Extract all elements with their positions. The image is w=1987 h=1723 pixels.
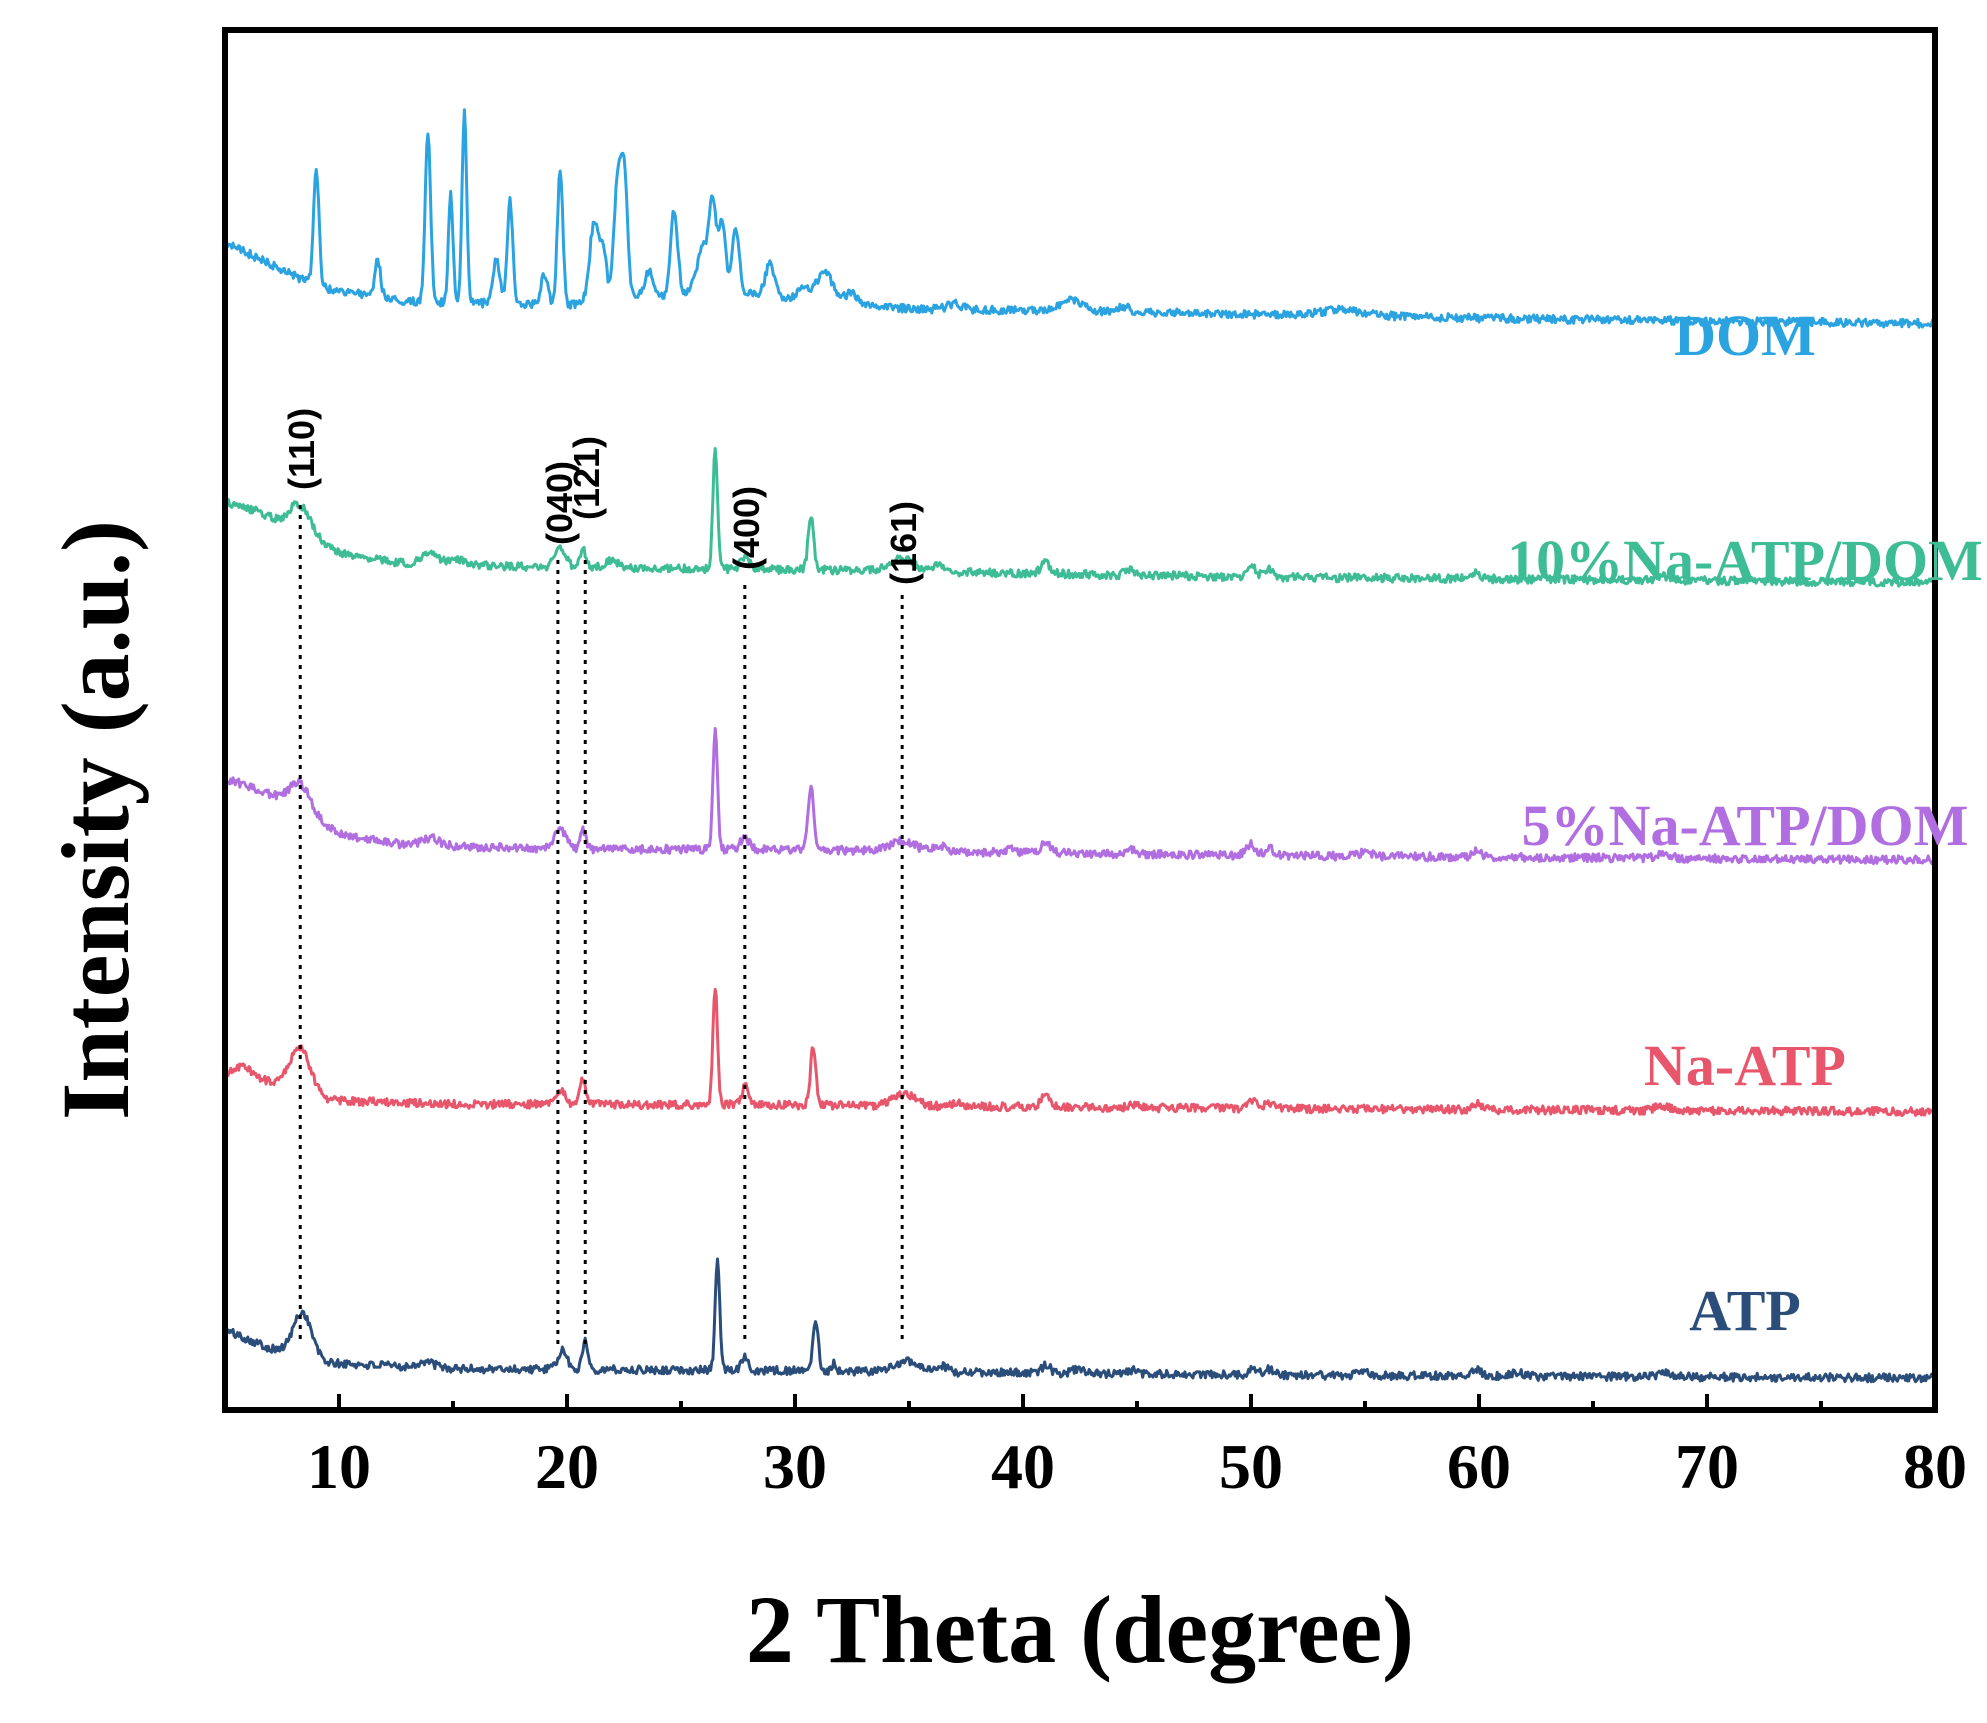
peak-label-121: (121) (566, 436, 607, 520)
series-line-10-na-atp-dom (223, 447, 1937, 588)
series-label-dom: DOM (1674, 303, 1816, 368)
x-tick-label-70: 70 (1675, 1431, 1739, 1502)
x-tick-label-50: 50 (1219, 1431, 1283, 1502)
peak-annotations: (110) (040)(121) (400) (161) (281, 408, 924, 585)
series-line-dom (224, 108, 1937, 329)
peak-label-400: (400) (726, 486, 767, 570)
peak-label-161: (161) (883, 501, 924, 585)
x-tick-label-80: 80 (1903, 1431, 1967, 1502)
series-label-5-na-atp-dom: 5%Na-ATP/DOM (1522, 793, 1969, 858)
series-label-10-na-atp-dom: 10%Na-ATP/DOM (1507, 528, 1983, 593)
x-tick-label-10: 10 (307, 1431, 371, 1502)
x-tick-label-60: 60 (1447, 1431, 1511, 1502)
x-tick-label-40: 40 (991, 1431, 1055, 1502)
x-axis-ticks: 10 20 30 40 50 60 70 80 (307, 1394, 1967, 1502)
series-labels: ATP Na-ATP 5%Na-ATP/DOM 10%Na-ATP/DOM DOM (1507, 303, 1983, 1343)
x-axis-title: 2 Theta (degree) (746, 1576, 1414, 1683)
x-tick-label-20: 20 (535, 1431, 599, 1502)
series-line-na-atp (223, 987, 1937, 1117)
series-label-atp: ATP (1689, 1278, 1801, 1343)
peak-label-040: (040) (539, 461, 580, 545)
reference-lines (298, 505, 904, 1345)
plot-frame (222, 27, 1938, 1413)
y-axis-title: Intensity (a.u.) (42, 520, 149, 1120)
x-tick-label-30: 30 (763, 1431, 827, 1502)
series-layer (223, 108, 1937, 1384)
series-line-5-na-atp-dom (223, 727, 1937, 866)
series-label-na-atp: Na-ATP (1644, 1033, 1846, 1098)
series-line-atp (223, 1257, 1937, 1384)
peak-label-110: (110) (281, 408, 322, 490)
